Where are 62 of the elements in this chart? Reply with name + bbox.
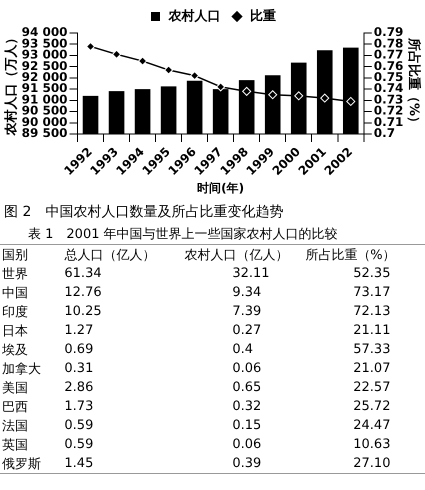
text: 24.47	[353, 418, 390, 433]
text: 1.27	[64, 323, 94, 338]
category-label: 农村人口（亿人）	[183, 246, 290, 264]
category-label: 中国	[2, 286, 28, 300]
category-label: 法国	[2, 418, 28, 434]
text: 0.31	[64, 361, 94, 376]
text: 25.72	[353, 399, 390, 414]
text: 0.06	[232, 437, 262, 452]
category-label: 总人口（亿人）	[63, 246, 156, 264]
category-label: 美国	[2, 380, 28, 396]
text: 57.33	[353, 342, 390, 357]
text: 10.25	[64, 304, 102, 319]
text: 22.57	[353, 380, 390, 395]
text: 图 2 中国农村人口数量及所占比重变化趋势	[4, 204, 284, 220]
point	[268, 90, 278, 100]
text: 0.06	[232, 361, 262, 376]
category-label: 英国	[2, 438, 28, 452]
y-axis-title: 农村人口（万人）	[4, 32, 20, 136]
text: 0.15	[232, 418, 262, 433]
text: 0.32	[232, 399, 262, 414]
point	[294, 91, 304, 100]
text: 0.59	[64, 418, 94, 433]
category-label: 加拿大	[2, 362, 41, 376]
category-label: 巴西	[2, 400, 28, 414]
text: 0.4	[232, 342, 254, 357]
legend-label: 比重	[250, 8, 276, 24]
text: 9.34	[232, 285, 262, 300]
category-label: 印度	[2, 304, 28, 320]
text: 0.65	[232, 380, 262, 395]
y2-axis-title: 所占比重（%）	[406, 36, 422, 130]
text: 72.13	[353, 304, 390, 319]
point	[320, 94, 330, 103]
text: 61.34	[64, 266, 102, 281]
text: 国别	[1, 246, 29, 264]
legend-label: 农村人口	[168, 8, 220, 24]
text: 0.59	[64, 437, 94, 452]
text: 73.17	[353, 285, 390, 300]
category-label: 日本	[2, 324, 28, 338]
text: 7.39	[232, 304, 262, 319]
y2-tick-label: 0.7	[374, 126, 396, 140]
text: 2.86	[64, 380, 94, 395]
text: 0.69	[64, 342, 94, 357]
y-tick-label: 89 500	[22, 126, 68, 140]
point	[346, 96, 356, 106]
text: 32.11	[232, 266, 270, 281]
text: 表 1 2001 年中国与世界上一些国家农村人口的比较	[27, 226, 339, 244]
text: 12.76	[64, 285, 102, 300]
category-label: 俄罗斯	[2, 456, 41, 472]
text: 0.39	[232, 456, 262, 471]
text: 27.10	[353, 456, 390, 471]
category-label: 所占比重（%）	[304, 246, 397, 264]
point	[242, 86, 252, 96]
text: 10.63	[353, 437, 390, 452]
text: 21.11	[353, 323, 390, 338]
text: 1.73	[64, 399, 94, 414]
category-label: 埃及	[2, 342, 28, 358]
text: 0.27	[232, 323, 262, 338]
category-label: 世界	[2, 266, 28, 282]
text: 1.45	[64, 456, 94, 471]
text: 21.07	[353, 361, 390, 376]
text: 52.35	[353, 266, 390, 281]
x-axis-title: 时间(年)	[197, 181, 244, 196]
